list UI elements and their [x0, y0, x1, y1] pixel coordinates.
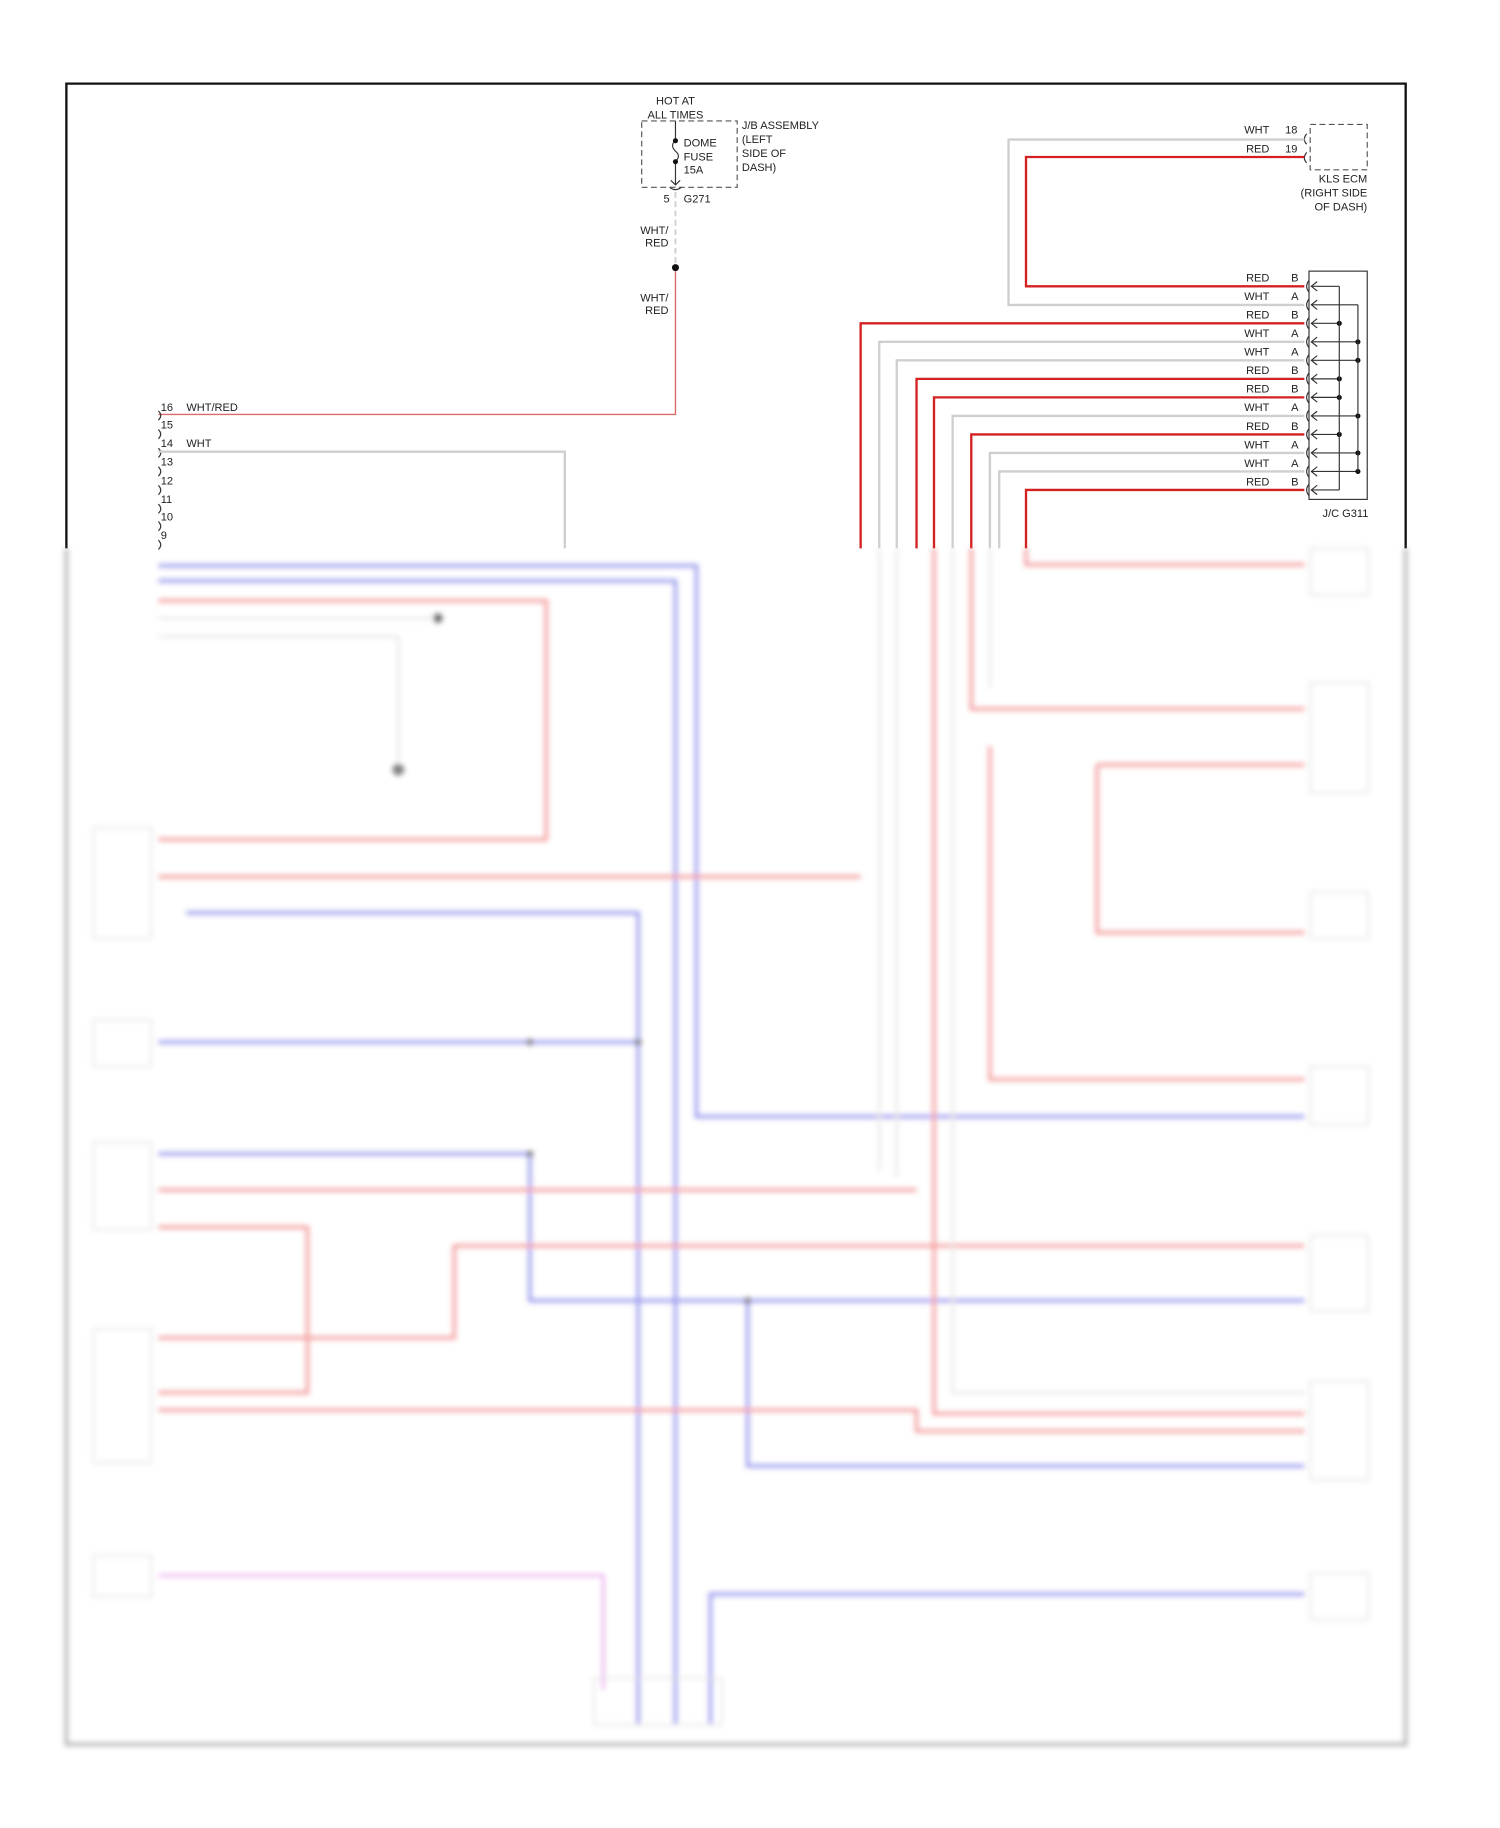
wire-label: RED: [645, 305, 668, 317]
hot-label-1: HOT AT: [656, 96, 695, 108]
pin-15: 15: [161, 419, 173, 431]
pin-14: 14: [161, 438, 173, 450]
junction-wire-label: RED: [1246, 365, 1269, 377]
pin-10: 10: [161, 511, 173, 523]
pin-9: 9: [161, 530, 167, 542]
junction-wires: [859, 322, 1305, 549]
wire-label: WHT/: [640, 292, 669, 304]
wire-wht: [998, 470, 1305, 549]
left-connector: 16 15 14 13 12 11 10 9: [157, 402, 173, 550]
junction-name: J/C G311: [1323, 508, 1369, 520]
wire-wht-red: [158, 271, 677, 416]
kls-pin-19: 19: [1285, 143, 1297, 155]
junction-wire-label: WHT: [1244, 347, 1269, 359]
fuse-icon: [671, 140, 679, 163]
wire-red: [932, 396, 1305, 549]
wire-label-14: WHT: [186, 438, 211, 450]
junction-pin-label: B: [1291, 384, 1298, 396]
kls-label-2: (RIGHT SIDE: [1301, 188, 1368, 200]
junction-pin-label: A: [1291, 402, 1299, 414]
jb-label-4: DASH): [742, 162, 776, 174]
junction-pin-label: A: [1291, 347, 1299, 359]
junction-wire-label: RED: [1246, 421, 1269, 433]
kls-ecm-box: [1309, 123, 1368, 171]
diagram-frame: [65, 82, 1407, 549]
junction-g311-box: [1308, 270, 1368, 500]
junction-pin-label: A: [1291, 291, 1299, 303]
fuse-terminal: [672, 138, 679, 144]
fuse-terminal: [672, 159, 679, 165]
junction-wire-label: WHT: [1244, 458, 1269, 470]
kls-label-3: OF DASH): [1314, 202, 1367, 214]
kls-ecm-connector: [1303, 133, 1308, 164]
junction-pin-label: B: [1291, 273, 1298, 285]
junction-wire-label: WHT: [1244, 291, 1269, 303]
junction-wire-label: WHT: [1244, 402, 1269, 414]
pin-11: 11: [161, 494, 172, 506]
hot-label-2: ALL TIMES: [648, 110, 704, 122]
kls-pin-18: 18: [1285, 125, 1297, 137]
kls-wire-19: RED: [1246, 143, 1269, 155]
pin-16: 16: [161, 402, 173, 414]
junction-wire-label: WHT: [1244, 439, 1269, 451]
junction-wire-label: RED: [1246, 273, 1269, 285]
jb-label-1: J/B ASSEMBLY: [742, 120, 820, 132]
jb-assembly-box: [641, 120, 738, 188]
wire-red-19: [1024, 155, 1305, 288]
pin-13: 13: [161, 457, 173, 469]
pin-12: 12: [161, 475, 173, 487]
fuse-name-1: DOME: [684, 138, 717, 150]
connector-icon: [669, 186, 682, 191]
junction-rows: RED B WHT A RED B WHT A WHT A RED B RED B WHT A RED B WHT A…: [1244, 273, 1361, 497]
junction-pin-label: B: [1291, 476, 1298, 488]
wire-red: [915, 377, 1305, 549]
fuse-wire: [670, 120, 681, 186]
fuse-name-2: FUSE: [684, 152, 713, 164]
kls-wire-18: WHT: [1244, 125, 1269, 137]
junction-pin-label: B: [1291, 365, 1298, 377]
wire-wht: [158, 450, 566, 549]
jb-label-2: (LEFT: [742, 134, 773, 146]
splice-dot: [671, 264, 679, 272]
lower-diagram-blurred: [64, 547, 1408, 1747]
wire-wht: [988, 451, 1305, 549]
wire-label-16: WHT/RED: [186, 402, 238, 414]
wire-wht: [951, 414, 1305, 549]
junction-wire-label: RED: [1246, 384, 1269, 396]
jb-pin: 5: [663, 193, 669, 205]
wire-red: [859, 322, 1305, 549]
wire-red: [1024, 488, 1305, 549]
junction-pin-label: A: [1291, 458, 1299, 470]
wire-red: [970, 433, 1305, 549]
wire-label: RED: [645, 238, 668, 250]
junction-wire-label: RED: [1246, 310, 1269, 322]
wire-label: WHT/: [640, 225, 669, 237]
junction-wire-label: WHT: [1244, 328, 1269, 340]
junction-pin-label: A: [1291, 328, 1299, 340]
wire-wht: [895, 359, 1305, 549]
wire-wht-18: [1007, 138, 1305, 307]
jb-connector: G271: [684, 193, 711, 205]
fuse-rating: 15A: [684, 164, 704, 176]
kls-label-1: KLS ECM: [1319, 174, 1368, 186]
wire-wht: [878, 340, 1305, 549]
junction-pin-label: A: [1291, 439, 1299, 451]
junction-pin-label: B: [1291, 310, 1298, 322]
junction-pin-label: B: [1291, 421, 1298, 433]
jb-label-3: SIDE OF: [742, 148, 786, 160]
junction-wire-label: RED: [1246, 476, 1269, 488]
